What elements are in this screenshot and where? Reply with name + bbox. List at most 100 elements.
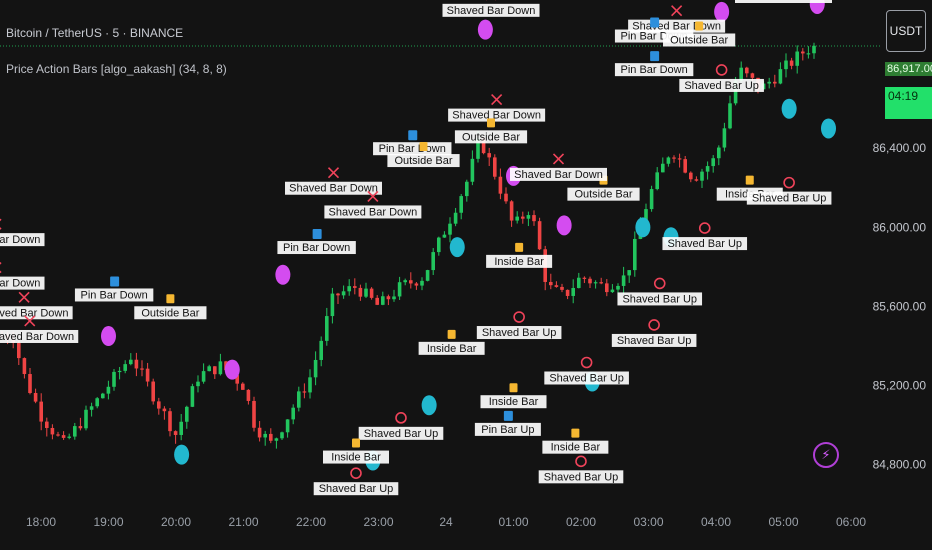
pattern-label: Shaved Bar Down [0, 307, 68, 319]
candle-body [515, 216, 519, 221]
candle-body [453, 212, 458, 224]
lightning-icon[interactable]: ⚡ [813, 442, 839, 468]
lock-icon [509, 383, 518, 393]
candle-body [509, 201, 514, 221]
pin-bar-icon [312, 229, 322, 240]
candle-body [308, 377, 312, 393]
candle-body [73, 426, 77, 437]
candle-body [722, 128, 727, 148]
candle-body [381, 296, 385, 305]
candle-body [649, 189, 654, 210]
candle-body [633, 238, 637, 271]
candle-body [201, 371, 206, 382]
candle-body [812, 45, 816, 54]
pin-bar-icon [650, 51, 660, 62]
candle-body [778, 69, 783, 84]
candle-body [364, 288, 368, 297]
pattern-label-box [442, 3, 540, 17]
pattern-label: Shaved Bar Down [0, 278, 40, 290]
x-tick-label: 19:00 [93, 515, 123, 529]
candle-body [263, 433, 267, 438]
candle-body [689, 172, 693, 180]
candle-body [599, 282, 603, 284]
ring-icon [395, 412, 407, 424]
last-price-label: 86,917.00 [885, 62, 932, 76]
x-tick-label: 05:00 [768, 515, 798, 529]
candle-body [644, 209, 648, 226]
pin-bar-icon [408, 130, 418, 141]
pattern-label-box [448, 108, 546, 122]
candle-body [101, 393, 105, 399]
lock-icon [166, 294, 175, 304]
candle-body [627, 270, 631, 276]
indicator-title[interactable]: Price Action Bars [algo_aakash] (34, 8, … [6, 62, 227, 76]
cross-icon [18, 291, 30, 303]
pattern-label-box [544, 371, 629, 385]
x-tick-label: 01:00 [498, 515, 528, 529]
candle-body [297, 391, 301, 408]
candle-body [235, 375, 239, 384]
pattern-label-box [567, 187, 640, 201]
magenta-dot-marker [477, 19, 493, 40]
cross-icon [491, 94, 503, 106]
pattern-label: Outside Bar [141, 307, 199, 319]
bar-countdown-label: 04:19 [885, 87, 932, 119]
candle-body [257, 427, 262, 438]
quote-currency-badge[interactable]: USDT [886, 10, 926, 52]
candle-body [252, 400, 256, 428]
candle-body [22, 358, 27, 375]
candle-body [465, 181, 469, 197]
pattern-label-box [480, 395, 547, 409]
pattern-label: Pin Bar Down [379, 143, 446, 155]
cross-icon [24, 315, 36, 327]
candle-body [694, 179, 699, 181]
candle-body [711, 158, 715, 167]
candle-body [677, 158, 682, 160]
candle-body [448, 223, 452, 235]
candle-body [745, 67, 749, 74]
ring-icon [783, 176, 795, 189]
candle-body [168, 411, 172, 432]
candle-body [616, 285, 620, 290]
candle-body [700, 171, 704, 181]
lock-icon [515, 242, 524, 252]
candle-body [666, 157, 671, 164]
y-tick-label: 86,000.00 [873, 220, 927, 234]
ring-icon [653, 277, 666, 290]
candle-body [425, 270, 430, 281]
candle-body [117, 370, 122, 373]
candle-body [386, 296, 391, 300]
y-tick-label: 85,200.00 [873, 378, 927, 392]
cyan-dot-marker [174, 444, 190, 465]
candle-body [134, 359, 139, 369]
candle-body [549, 281, 553, 286]
candle-body [621, 275, 626, 286]
pattern-label: Pin Bar Down [620, 64, 687, 76]
cross-icon [0, 218, 2, 230]
candle-body [683, 159, 687, 173]
candle-body [554, 285, 559, 287]
bar-countdown-value: 04:19 [888, 89, 919, 103]
candle-body [129, 359, 133, 365]
pattern-label: Pin Bar Up [481, 424, 534, 436]
pattern-label-box [486, 254, 553, 268]
candle-body [481, 138, 486, 154]
lock-icon [695, 21, 704, 31]
ring-icon [513, 311, 525, 323]
pattern-label: Pin Bar Down [283, 242, 350, 254]
pattern-label: Shaved Bar Up [667, 238, 742, 250]
candle-body [33, 392, 38, 402]
pattern-label: Inside Bar [551, 442, 601, 454]
magenta-dot-marker [556, 215, 572, 236]
candle-body [577, 277, 581, 288]
candle-body [123, 364, 127, 371]
candle-body [801, 51, 805, 54]
pattern-label-box [474, 422, 541, 436]
candle-body [767, 81, 771, 84]
pattern-label-box [538, 470, 624, 484]
pattern-label-box [323, 450, 389, 464]
candle-body [750, 73, 755, 78]
cyan-dot-marker [821, 118, 836, 139]
